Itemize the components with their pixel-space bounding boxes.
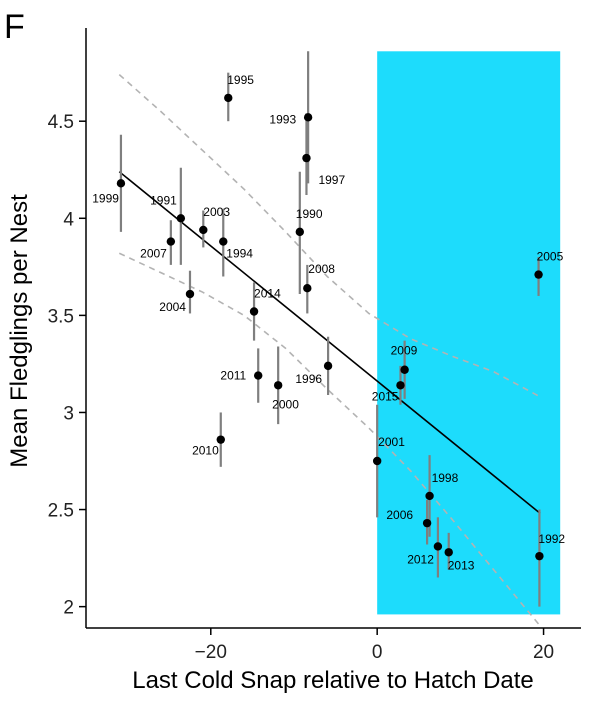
data-point-2014: [249, 307, 259, 316]
confidence-band-lower: [118, 252, 541, 627]
data-point-2013: [444, 548, 453, 557]
data-point-2000: [273, 381, 283, 390]
data-point-2015: [396, 381, 405, 390]
year-labels: 1992 1993 1994 1995 1996 1997 1998 1999 2000 2001…: [92, 73, 565, 572]
point-label-2009: 2009: [391, 344, 418, 358]
y-tick-label: 2: [63, 598, 74, 619]
x-tick-label: −20: [195, 642, 227, 663]
shaded-region: [377, 51, 561, 615]
point-label-1997: 1997: [318, 173, 345, 187]
y-tick-label: 4: [63, 209, 74, 230]
point-label-1996: 1996: [295, 372, 322, 386]
point-label-2010: 2010: [192, 444, 219, 458]
point-label-2011: 2011: [220, 369, 246, 383]
confidence-band-upper: [118, 74, 541, 398]
data-point-1995: [224, 93, 233, 103]
data-point-1992: [535, 551, 544, 561]
data-point-1990: [295, 227, 305, 237]
data-point-1991: [176, 214, 186, 223]
point-label-2012: 2012: [407, 552, 434, 566]
x-axis-ticks: −20 0 20: [195, 628, 554, 663]
point-label-2005: 2005: [537, 250, 564, 264]
y-tick-label: 2.5: [48, 501, 74, 522]
data-points: [116, 93, 544, 561]
regression-line: [118, 171, 541, 515]
point-label-1990: 1990: [296, 207, 323, 221]
point-label-1991: 1991: [150, 193, 177, 207]
y-tick-label: 3: [63, 403, 74, 424]
point-label-2013: 2013: [448, 558, 475, 572]
point-label-1999: 1999: [92, 191, 119, 205]
data-point-2006: [422, 518, 432, 528]
point-label-2000: 2000: [272, 397, 299, 411]
point-label-2014: 2014: [254, 286, 281, 300]
y-axis-title: Mean Fledglings per Nest: [6, 194, 33, 468]
point-label-1995: 1995: [227, 73, 254, 87]
data-point-2005: [534, 270, 543, 279]
data-point-1994: [219, 237, 228, 246]
x-tick-label: 20: [533, 642, 554, 663]
point-label-2003: 2003: [203, 205, 230, 219]
data-point-2012: [433, 542, 443, 551]
panel-label: F: [4, 8, 25, 46]
y-axis-ticks: 2 2.5 3 3.5 4 4.5: [48, 112, 86, 619]
data-point-2001: [372, 456, 382, 466]
data-point-1996: [323, 361, 333, 371]
x-tick-label: 0: [372, 642, 383, 663]
point-label-2004: 2004: [159, 300, 186, 314]
data-point-2003: [199, 225, 208, 235]
data-point-2009: [400, 365, 409, 374]
data-point-2004: [185, 289, 195, 299]
y-tick-label: 4.5: [48, 112, 74, 133]
point-label-2015: 2015: [372, 389, 399, 403]
point-label-1992: 1992: [538, 532, 565, 546]
point-label-2001: 2001: [378, 435, 405, 449]
point-label-1993: 1993: [269, 112, 296, 126]
data-point-1993: [303, 113, 313, 122]
data-point-1997: [302, 153, 311, 163]
point-label-1998: 1998: [432, 471, 459, 485]
data-point-2007: [166, 237, 176, 246]
point-label-1994: 1994: [226, 247, 253, 261]
data-point-2010: [216, 435, 225, 444]
point-label-2007: 2007: [140, 247, 167, 261]
data-point-2011: [254, 371, 263, 380]
data-point-1999: [116, 179, 126, 188]
data-point-1998: [425, 491, 434, 501]
point-label-2006: 2006: [386, 508, 413, 522]
y-tick-label: 3.5: [48, 306, 74, 327]
data-point-2008: [303, 283, 312, 293]
confidence-band: [118, 74, 541, 627]
point-label-2008: 2008: [308, 262, 335, 276]
x-axis-title: Last Cold Snap relative to Hatch Date: [132, 667, 534, 694]
